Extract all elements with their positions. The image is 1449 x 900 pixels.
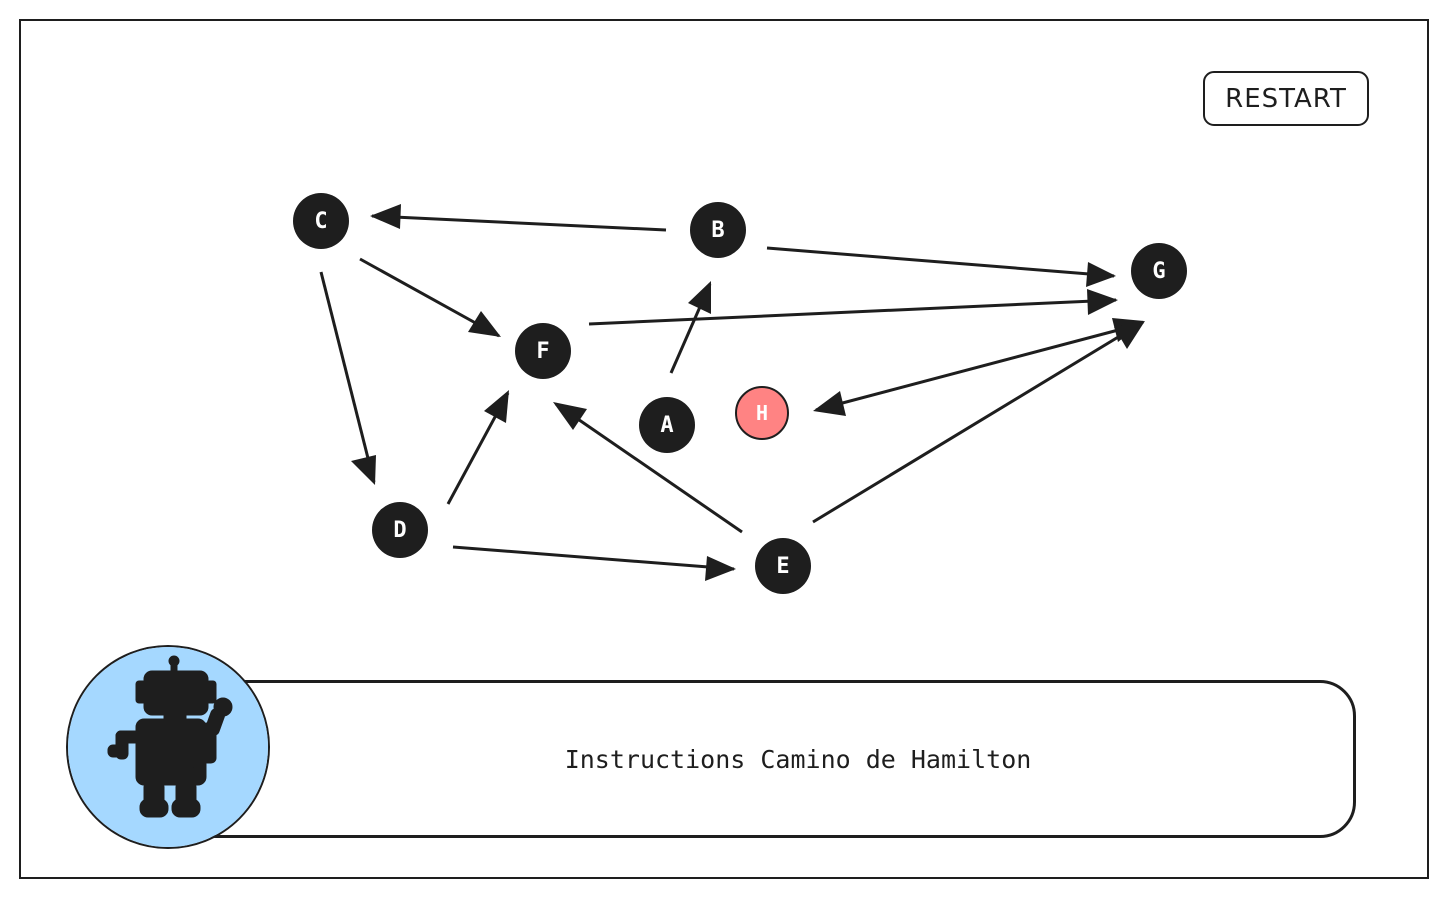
edge-c-d [319, 271, 376, 483]
edge-c-d-arrowhead [351, 455, 376, 485]
edge-f-g [588, 298, 1117, 326]
edge-c-f-arrowhead [468, 311, 501, 337]
edge-d-e-arrowhead [705, 556, 736, 581]
edge-f-g-arrowhead [1087, 289, 1118, 315]
edge-b-g [766, 246, 1115, 278]
node-e[interactable]: E [755, 538, 811, 594]
avatar [66, 645, 270, 849]
instructions-text: Instructions Camino de Hamilton [564, 744, 1032, 774]
node-d[interactable]: D [372, 502, 428, 558]
edge-g-h-arrowhead [813, 391, 846, 416]
edge-b-g-arrowhead [1086, 262, 1116, 287]
node-f[interactable]: F [515, 323, 571, 379]
node-a[interactable]: A [639, 397, 695, 453]
node-b[interactable]: B [690, 202, 746, 258]
node-h-current[interactable]: H [735, 386, 789, 440]
node-c[interactable]: C [293, 193, 349, 249]
edge-a-b-arrowhead [688, 281, 711, 314]
restart-button[interactable]: RESTART [1203, 71, 1369, 126]
edge-b-c-arrowhead [370, 204, 401, 229]
edge-e-f-arrowhead [553, 402, 587, 430]
node-g[interactable]: G [1131, 243, 1187, 299]
robot-icon [68, 647, 268, 847]
edge-e-g [812, 320, 1144, 524]
edge-d-f-arrowhead [484, 390, 509, 423]
instructions-panel: Instructions Camino de Hamilton [180, 680, 1356, 838]
edge-b-c [371, 214, 667, 232]
edge-d-e [452, 545, 735, 571]
edge-e-f [555, 402, 743, 534]
edge-g-h [815, 322, 1142, 412]
edge-e-g-arrowhead [1114, 321, 1145, 349]
